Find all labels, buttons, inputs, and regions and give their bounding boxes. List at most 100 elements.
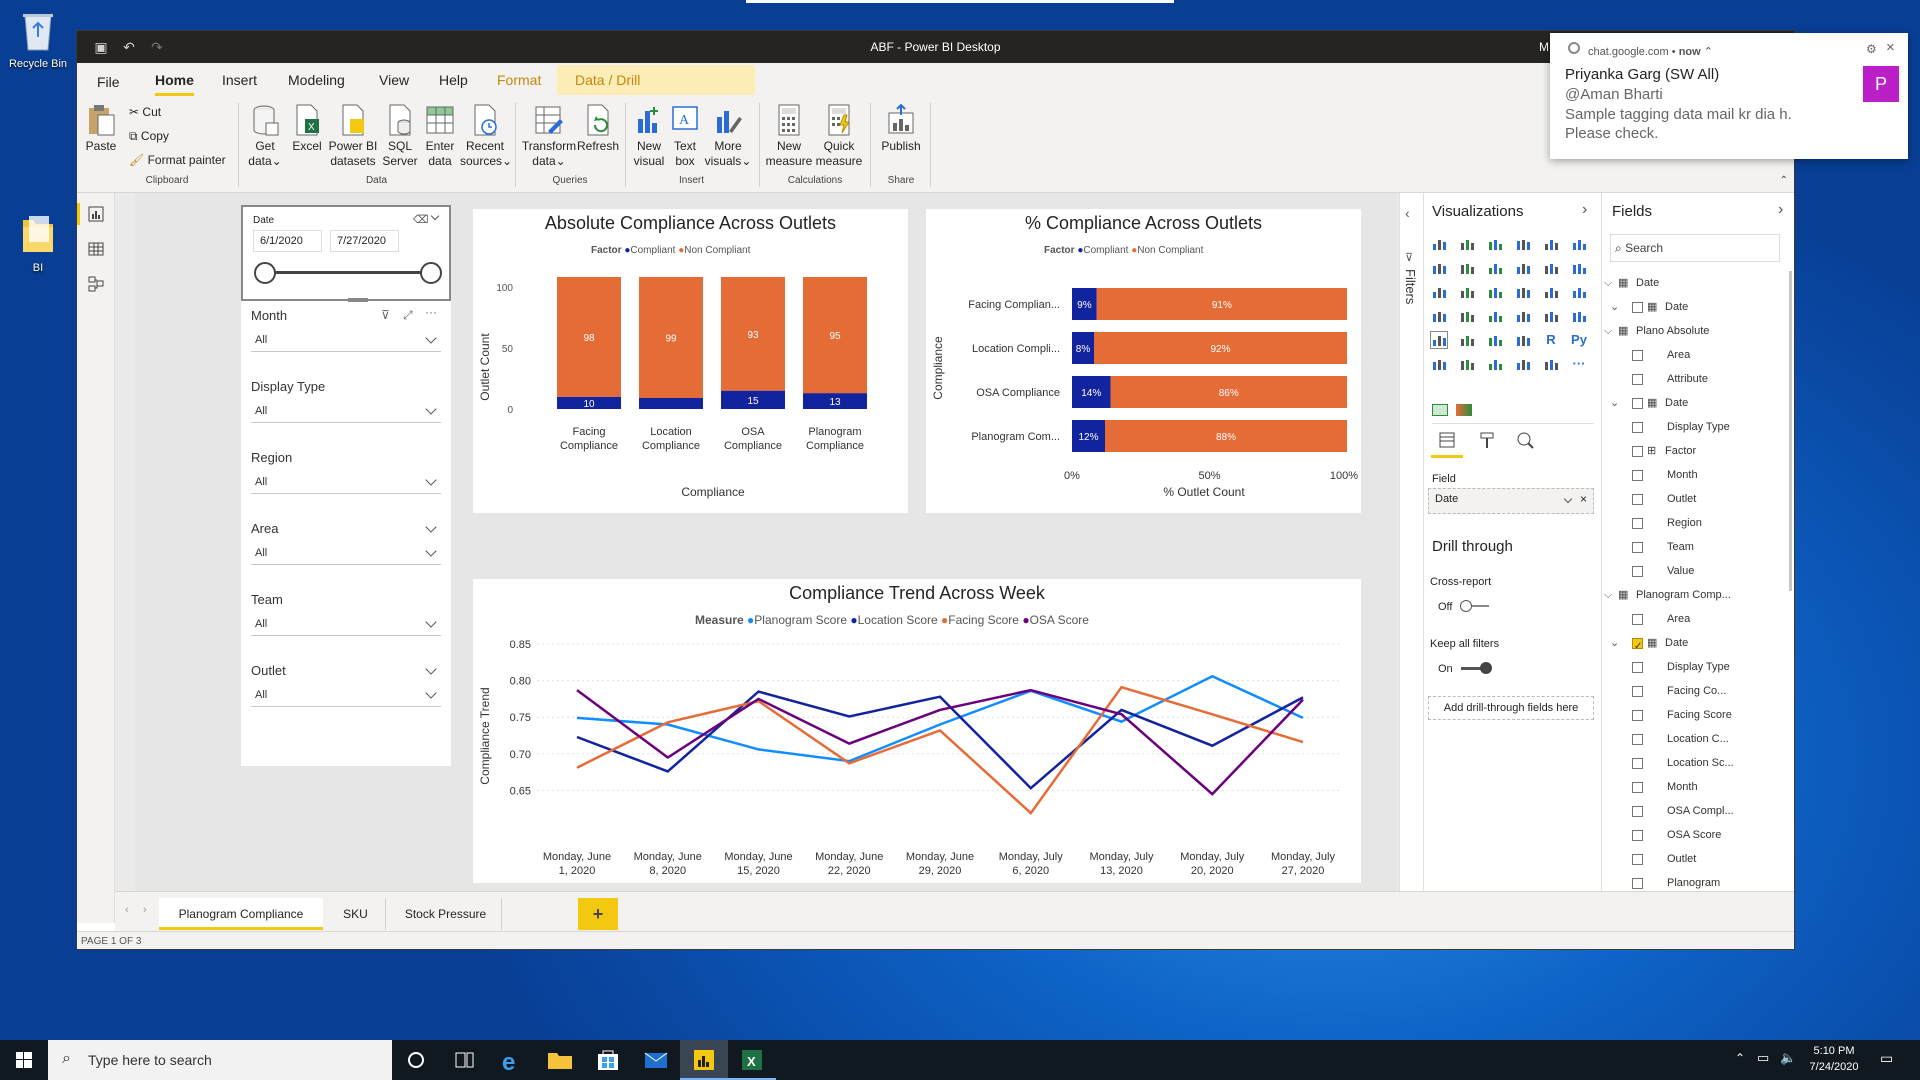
team-dropdown[interactable]: All <box>251 612 441 636</box>
gear-icon[interactable]: ⚙ <box>1866 42 1877 56</box>
filter-icon[interactable]: ⊽ <box>381 308 390 322</box>
field-item[interactable]: Month <box>1604 463 1698 487</box>
fields-search[interactable]: ⌕ Search <box>1610 234 1780 262</box>
chevron-expanded-icon[interactable]: ⌵ <box>1604 589 1613 601</box>
field-table[interactable]: ⌵ ▦ Planogram Comp... <box>1604 583 1731 607</box>
close-icon[interactable]: × <box>1580 492 1588 506</box>
resize-handle[interactable] <box>348 298 368 302</box>
menu-file[interactable]: File <box>97 74 120 90</box>
checkbox[interactable] <box>1632 517 1643 529</box>
excel-button[interactable]: X Excel <box>287 103 327 154</box>
field-table[interactable]: ⌵ ▦ Date <box>1604 271 1659 295</box>
checkbox[interactable] <box>1632 877 1643 889</box>
donut-icon[interactable] <box>1543 284 1559 300</box>
field-well-date[interactable]: Date × <box>1428 488 1594 514</box>
card-icon[interactable] <box>1543 308 1559 324</box>
field-item[interactable]: Month <box>1604 775 1698 799</box>
clustered-bar-icon[interactable] <box>1487 236 1503 252</box>
checkbox[interactable] <box>1632 829 1643 841</box>
chevron-expand-icon[interactable]: ⌄ <box>1610 637 1620 649</box>
field-item[interactable]: Outlet <box>1604 847 1696 871</box>
chevron-down-icon[interactable] <box>430 211 440 221</box>
keep-filters-toggle[interactable] <box>1461 667 1489 670</box>
checkbox[interactable] <box>1632 757 1643 769</box>
checkbox[interactable] <box>1632 781 1643 793</box>
checkbox[interactable] <box>1632 733 1643 745</box>
100-column-icon[interactable] <box>1571 236 1587 252</box>
date-range-start-handle[interactable] <box>254 262 276 284</box>
map-icon[interactable] <box>1431 308 1447 324</box>
line-column-icon[interactable] <box>1515 260 1531 276</box>
outlet-dropdown[interactable]: All <box>251 683 441 707</box>
new-measure-button[interactable]: New measure <box>765 103 813 169</box>
powerbi-taskbar-button[interactable] <box>680 1040 728 1080</box>
checkbox[interactable] <box>1632 853 1643 865</box>
checkbox[interactable] <box>1632 373 1643 385</box>
clustered-column-icon[interactable] <box>1515 236 1531 252</box>
ribbon-chart-icon[interactable] <box>1571 260 1587 276</box>
python-visual-icon[interactable]: Py <box>1571 332 1587 347</box>
filled-map-icon[interactable] <box>1459 308 1475 324</box>
desktop-icon-recycle-bin[interactable]: Recycle Bin <box>3 8 73 70</box>
field-item[interactable]: Area <box>1604 607 1690 631</box>
chevron-left-icon[interactable]: ‹ <box>1405 205 1410 221</box>
more-options-icon[interactable]: ··· <box>425 305 437 319</box>
checkbox[interactable] <box>1632 685 1643 697</box>
collapse-header-icon[interactable] <box>425 521 437 533</box>
pie-chart-icon[interactable] <box>1515 284 1531 300</box>
tab-sku[interactable]: SKU <box>326 898 386 930</box>
checkbox[interactable] <box>1632 613 1643 625</box>
field-item[interactable]: OSA Score <box>1604 823 1721 847</box>
transform-data-button[interactable]: Transform data⌄ <box>521 103 577 169</box>
date-slicer[interactable]: Date ⌫ 6/1/2020 7/27/2020 <box>241 205 451 301</box>
taskbar-search-input[interactable]: Type here to search <box>88 1052 212 1068</box>
checkbox[interactable] <box>1632 661 1643 673</box>
checkbox[interactable] <box>1632 469 1643 481</box>
focus-mode-icon[interactable]: ⤢ <box>403 308 413 322</box>
gauge-icon[interactable] <box>1515 308 1531 324</box>
fields-search-input[interactable]: Search <box>1625 241 1664 255</box>
line-column-2-icon[interactable] <box>1543 260 1559 276</box>
field-item[interactable]: Attribute <box>1604 367 1708 391</box>
stacked-area-icon[interactable] <box>1487 260 1503 276</box>
data-view-icon[interactable] <box>88 241 104 260</box>
field-item[interactable]: Area <box>1604 343 1690 367</box>
date-range-end-handle[interactable] <box>420 262 442 284</box>
chevron-expanded-icon[interactable]: ⌵ <box>1604 325 1613 337</box>
chevron-expand-icon[interactable]: ⌄ <box>1610 301 1620 313</box>
absolute-compliance-chart[interactable]: Absolute Compliance Across Outlets Facto… <box>473 209 908 513</box>
scatter-icon[interactable] <box>1487 284 1503 300</box>
menu-help[interactable]: Help <box>439 72 468 88</box>
field-item[interactable]: OSA Compl... <box>1604 799 1734 823</box>
tab-planogram-compliance[interactable]: Planogram Compliance <box>159 898 323 930</box>
tab-stock-pressure[interactable]: Stock Pressure <box>390 898 502 930</box>
field-item[interactable]: Display Type <box>1604 655 1730 679</box>
field-item[interactable]: ⊞ Factor <box>1604 439 1696 463</box>
recent-sources-button[interactable]: Recent sources⌄ <box>460 103 512 169</box>
quick-measure-button[interactable]: Quick measure <box>813 103 865 169</box>
date-start-input[interactable]: 6/1/2020 <box>253 230 322 252</box>
excel-taskbar-button[interactable]: X <box>728 1040 776 1080</box>
100-bar-icon[interactable] <box>1543 236 1559 252</box>
paint-roller-icon[interactable] <box>1478 431 1496 452</box>
refresh-button[interactable]: Refresh <box>577 103 619 154</box>
slicer-icon[interactable] <box>1459 332 1475 348</box>
kpi-icon[interactable] <box>1430 331 1448 349</box>
collapse-header-icon[interactable] <box>425 663 437 675</box>
next-page-icon[interactable]: › <box>143 904 147 916</box>
edge-button[interactable]: e <box>488 1040 536 1080</box>
get-data-button[interactable]: Get data⌄ <box>243 103 287 169</box>
field-item[interactable]: Planogram <box>1604 871 1720 895</box>
publish-button[interactable]: Publish <box>877 103 925 154</box>
filters-pane-collapsed[interactable]: ‹ ⊽ Filters <box>1399 193 1423 931</box>
eraser-icon[interactable]: ⌫ <box>413 214 429 226</box>
model-view-icon[interactable] <box>88 276 104 295</box>
chevron-up-icon[interactable]: ⌃ <box>1735 1051 1746 1065</box>
powerbi-datasets-button[interactable]: Power BI datasets <box>326 103 380 169</box>
checkbox[interactable] <box>1632 301 1643 313</box>
field-item[interactable]: Display Type <box>1604 415 1730 439</box>
area-dropdown[interactable]: All <box>251 541 441 565</box>
file-explorer-button[interactable] <box>536 1040 584 1080</box>
menu-home[interactable]: Home <box>155 72 194 96</box>
chevron-down-icon[interactable] <box>1563 494 1573 504</box>
